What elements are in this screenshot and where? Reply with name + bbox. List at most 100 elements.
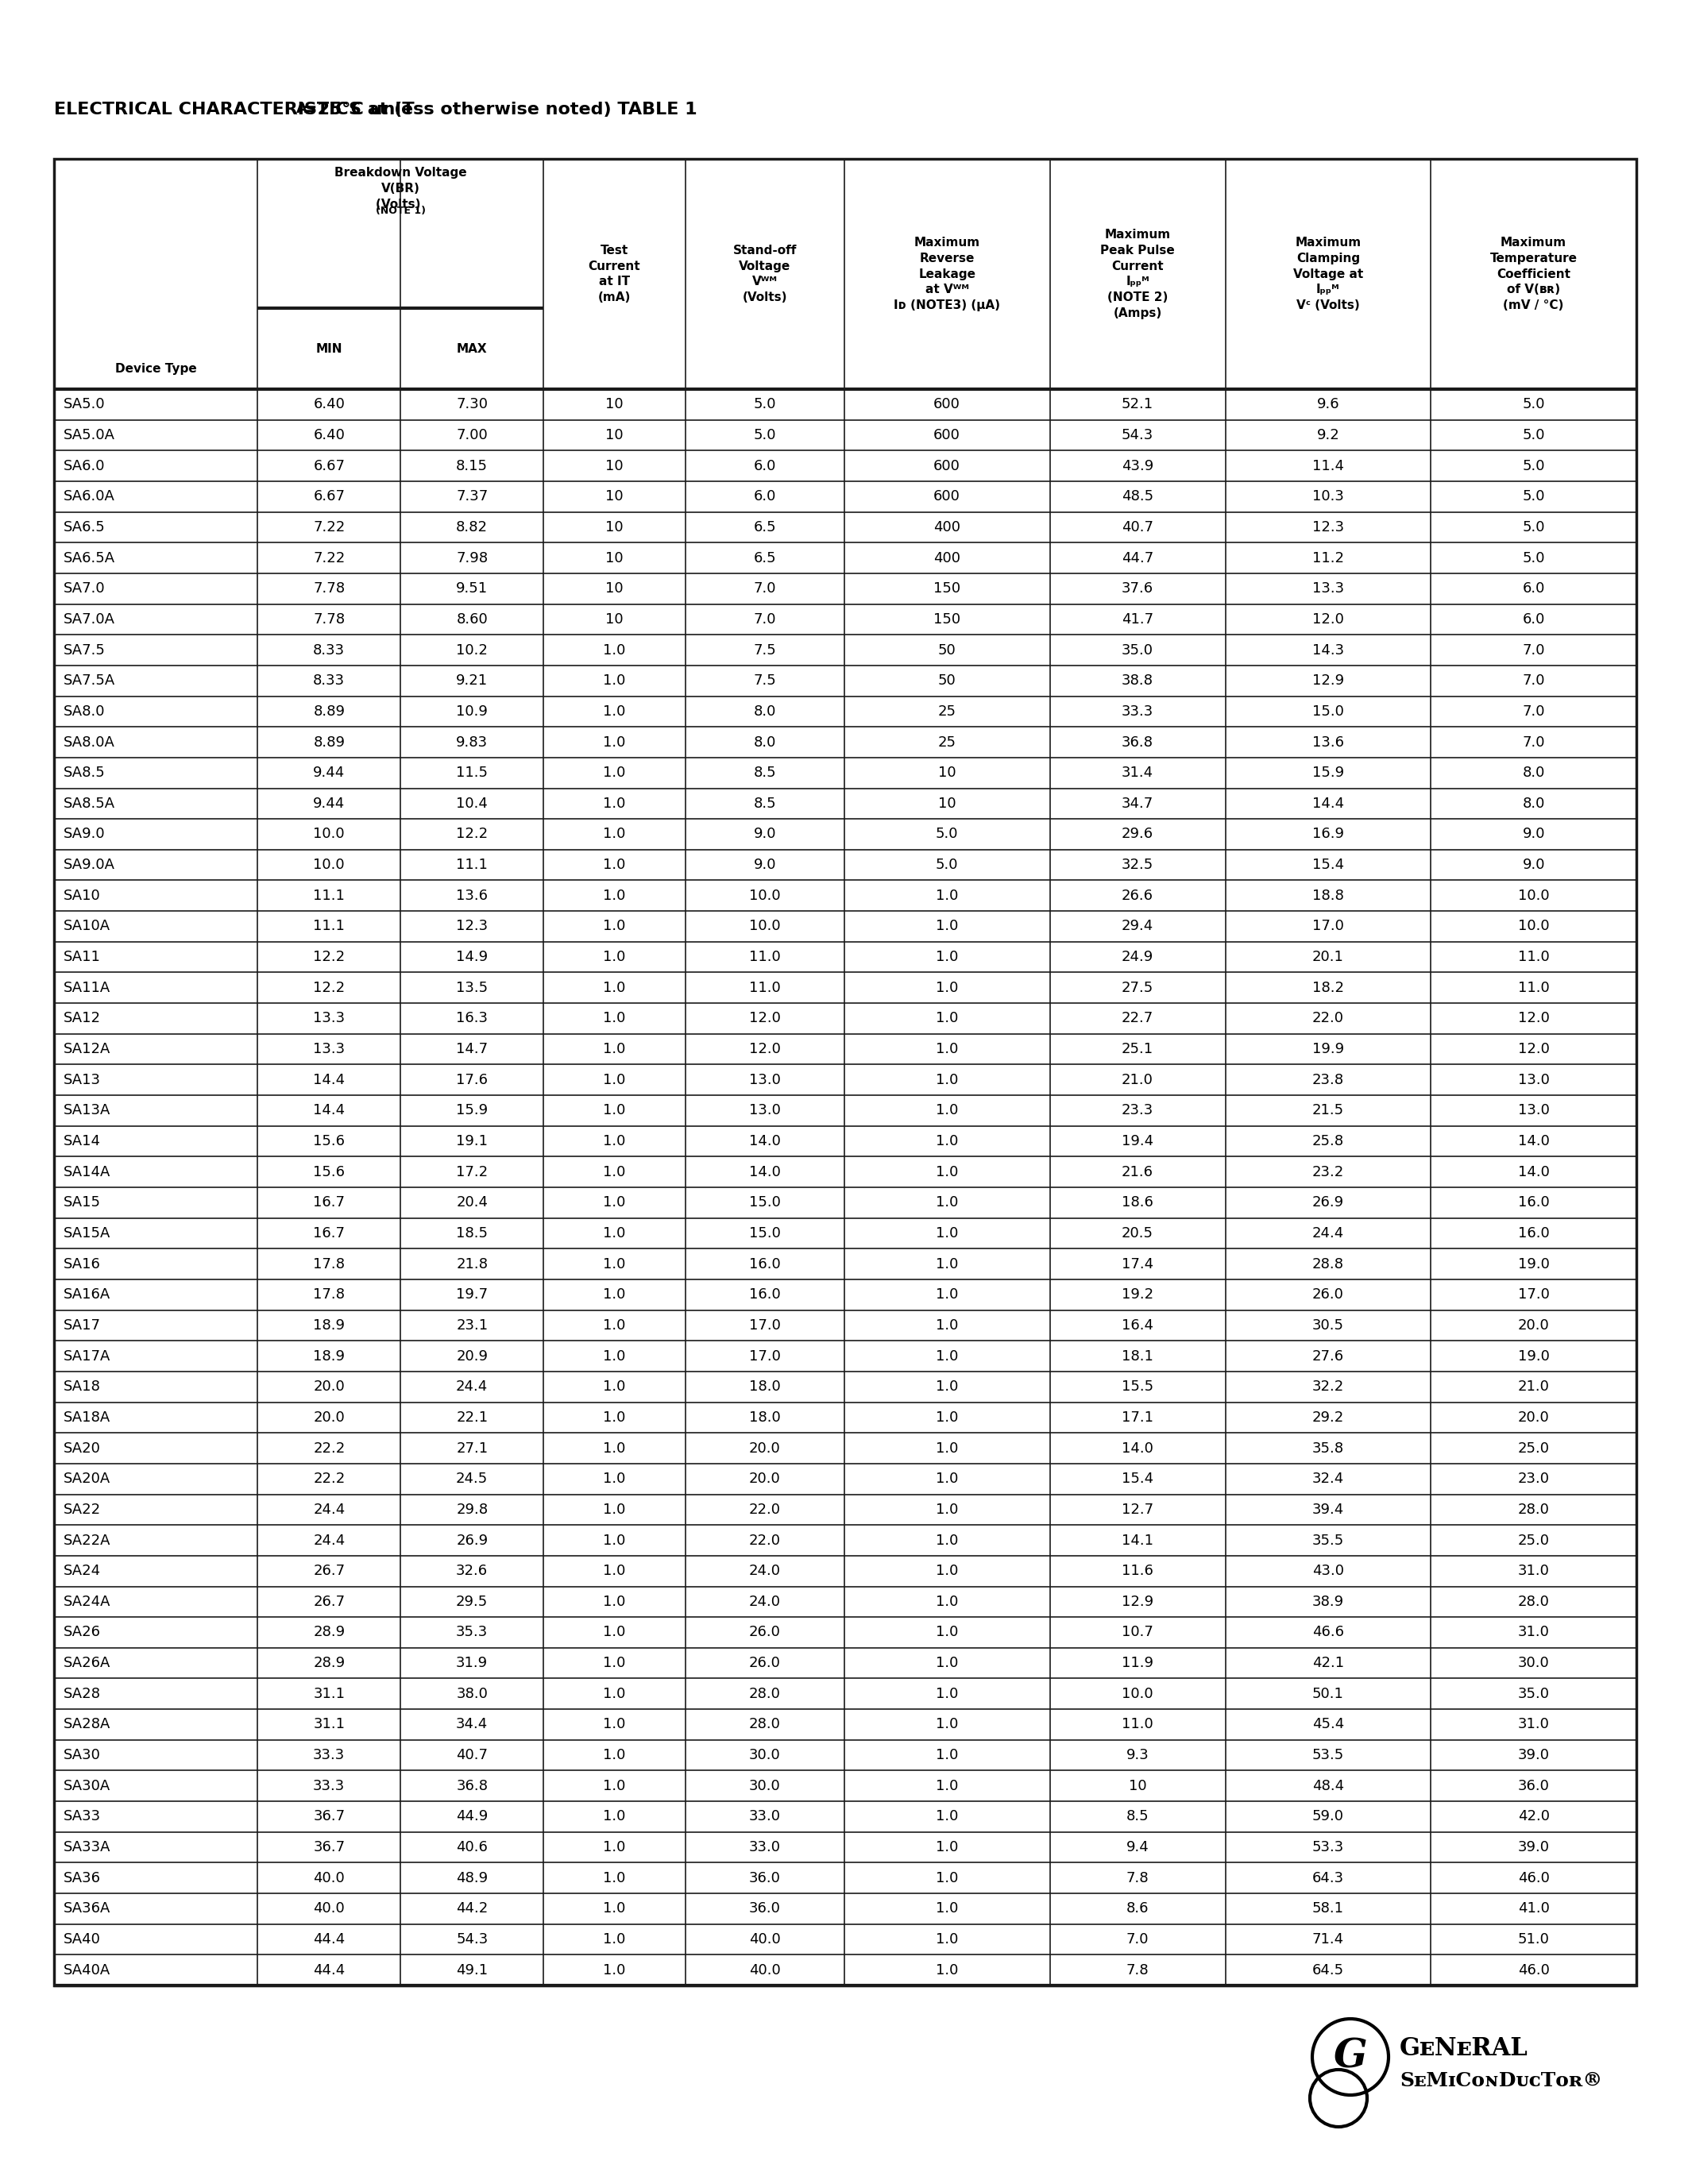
Text: 30.0: 30.0 (1518, 1655, 1550, 1671)
Text: 16.7: 16.7 (314, 1225, 344, 1241)
Text: 7.22: 7.22 (312, 520, 344, 535)
Text: 36.0: 36.0 (749, 1872, 780, 1885)
Text: 17.6: 17.6 (456, 1072, 488, 1088)
Text: SA7.5: SA7.5 (64, 642, 106, 657)
Text: Maximum
Reverse
Leakage
at Vᵂᴹ
Iᴅ (NOTE3) (μA): Maximum Reverse Leakage at Vᵂᴹ Iᴅ (NOTE3… (893, 236, 1001, 312)
Text: 35.0: 35.0 (1518, 1686, 1550, 1701)
Text: 1.0: 1.0 (603, 1350, 626, 1363)
Text: SA12A: SA12A (64, 1042, 111, 1057)
Text: 46.0: 46.0 (1518, 1963, 1550, 1977)
Text: 1.0: 1.0 (935, 1872, 959, 1885)
Text: 1.0: 1.0 (603, 1380, 626, 1393)
Text: 18.8: 18.8 (1312, 889, 1344, 902)
Text: 1.0: 1.0 (603, 1686, 626, 1701)
Text: =25°C unless otherwise noted) TABLE 1: =25°C unless otherwise noted) TABLE 1 (302, 103, 697, 118)
Text: 32.4: 32.4 (1312, 1472, 1344, 1485)
Text: 1.0: 1.0 (935, 1380, 959, 1393)
Text: 11.1: 11.1 (314, 889, 344, 902)
Text: 5.0: 5.0 (753, 428, 776, 443)
Text: 13.0: 13.0 (1518, 1072, 1550, 1088)
Text: 35.3: 35.3 (456, 1625, 488, 1640)
Text: 14.0: 14.0 (749, 1133, 780, 1149)
Text: 20.9: 20.9 (456, 1350, 488, 1363)
Text: 1.0: 1.0 (603, 673, 626, 688)
Text: 29.6: 29.6 (1121, 828, 1153, 841)
Text: 1.0: 1.0 (603, 1411, 626, 1424)
Text: 1.0: 1.0 (603, 1841, 626, 1854)
Text: 28.0: 28.0 (1518, 1594, 1550, 1610)
Text: 8.15: 8.15 (456, 459, 488, 474)
Text: Maximum
Temperature
Coefficient
of V(ʙʀ)
(mV / °C): Maximum Temperature Coefficient of V(ʙʀ)… (1491, 236, 1577, 312)
Text: 600: 600 (933, 489, 960, 505)
Text: 21.8: 21.8 (456, 1258, 488, 1271)
Text: 36.7: 36.7 (314, 1811, 344, 1824)
Text: SA8.5A: SA8.5A (64, 797, 115, 810)
Text: 1.0: 1.0 (603, 981, 626, 996)
Text: SA5.0A: SA5.0A (64, 428, 115, 443)
Text: 7.8: 7.8 (1126, 1963, 1150, 1977)
Text: SA26: SA26 (64, 1625, 101, 1640)
Text: 5.0: 5.0 (753, 397, 776, 411)
Text: 15.6: 15.6 (314, 1133, 344, 1149)
Text: 36.8: 36.8 (1121, 736, 1153, 749)
Text: 14.4: 14.4 (1312, 797, 1344, 810)
Text: 17.2: 17.2 (456, 1164, 488, 1179)
Text: 1.0: 1.0 (603, 1103, 626, 1118)
Text: 26.6: 26.6 (1121, 889, 1153, 902)
Text: 1.0: 1.0 (603, 950, 626, 963)
Text: 12.0: 12.0 (1518, 1011, 1550, 1026)
Text: 64.5: 64.5 (1312, 1963, 1344, 1977)
Text: 30.0: 30.0 (749, 1747, 780, 1762)
Text: 13.6: 13.6 (1312, 736, 1344, 749)
Text: 17.1: 17.1 (1121, 1411, 1153, 1424)
Text: 14.0: 14.0 (1518, 1164, 1550, 1179)
Text: 7.0: 7.0 (753, 581, 776, 596)
Text: 31.0: 31.0 (1518, 1717, 1550, 1732)
Text: SA15A: SA15A (64, 1225, 111, 1241)
Text: 37.6: 37.6 (1121, 581, 1153, 596)
Text: 54.3: 54.3 (1121, 428, 1153, 443)
Text: 9.21: 9.21 (456, 673, 488, 688)
Text: 22.2: 22.2 (312, 1472, 344, 1485)
Text: 35.5: 35.5 (1312, 1533, 1344, 1548)
Text: 8.33: 8.33 (314, 673, 344, 688)
Text: 6.0: 6.0 (753, 459, 776, 474)
Text: 50.1: 50.1 (1312, 1686, 1344, 1701)
Text: 8.33: 8.33 (314, 642, 344, 657)
Text: 7.98: 7.98 (456, 550, 488, 566)
Text: 18.9: 18.9 (314, 1350, 344, 1363)
Text: 12.7: 12.7 (1121, 1503, 1153, 1516)
Text: 150: 150 (933, 612, 960, 627)
Text: 5.0: 5.0 (935, 858, 959, 871)
Text: 600: 600 (933, 397, 960, 411)
Text: 38.0: 38.0 (456, 1686, 488, 1701)
Text: 31.0: 31.0 (1518, 1625, 1550, 1640)
Text: 10: 10 (939, 797, 955, 810)
Text: 7.78: 7.78 (314, 612, 344, 627)
Text: 1.0: 1.0 (603, 1963, 626, 1977)
Text: 1.0: 1.0 (603, 1258, 626, 1271)
Text: SA8.0: SA8.0 (64, 703, 105, 719)
Text: 9.2: 9.2 (1317, 428, 1340, 443)
Text: 27.5: 27.5 (1121, 981, 1153, 996)
Text: SA30: SA30 (64, 1747, 101, 1762)
Text: 53.3: 53.3 (1312, 1841, 1344, 1854)
Text: 15.9: 15.9 (456, 1103, 488, 1118)
Text: 39.0: 39.0 (1518, 1841, 1550, 1854)
Text: 15.6: 15.6 (314, 1164, 344, 1179)
Text: 10: 10 (1129, 1778, 1146, 1793)
Text: 24.4: 24.4 (312, 1503, 344, 1516)
Text: 1.0: 1.0 (603, 1594, 626, 1610)
Text: 10.2: 10.2 (456, 642, 488, 657)
Text: 11.9: 11.9 (1121, 1655, 1153, 1671)
Text: 22.0: 22.0 (749, 1533, 782, 1548)
Text: 40.7: 40.7 (1121, 520, 1153, 535)
Text: MAX: MAX (457, 343, 488, 354)
Text: 1.0: 1.0 (935, 1225, 959, 1241)
Text: 28.0: 28.0 (749, 1717, 780, 1732)
Text: 33.3: 33.3 (312, 1747, 344, 1762)
Text: 32.5: 32.5 (1121, 858, 1153, 871)
Text: 16.0: 16.0 (749, 1289, 780, 1302)
Text: 1.0: 1.0 (603, 1011, 626, 1026)
Text: 34.7: 34.7 (1121, 797, 1153, 810)
